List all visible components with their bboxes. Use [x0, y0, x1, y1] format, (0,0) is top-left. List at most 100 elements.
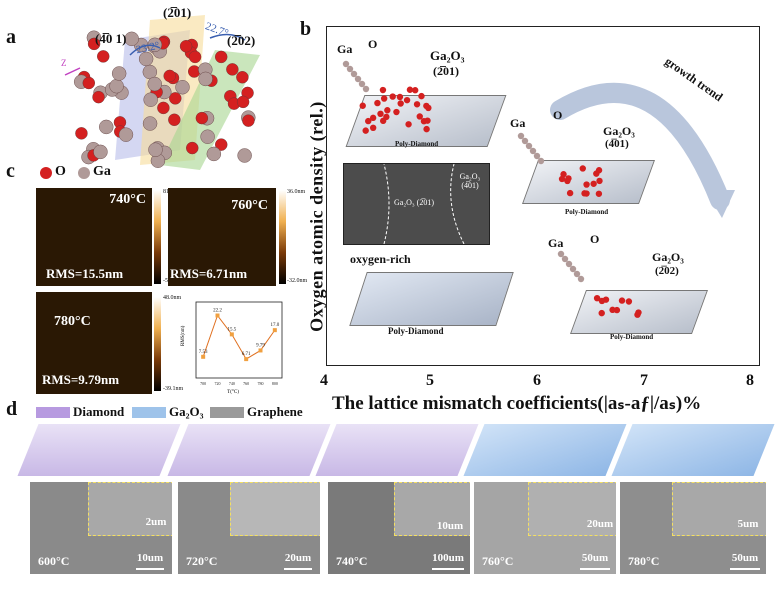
sem-temp: 760°C: [482, 554, 514, 568]
colorbar-min: -39.1nm: [163, 386, 184, 392]
gallium-particle: [573, 270, 581, 278]
oxygen-particle: [389, 93, 396, 100]
afm-temp: 780°C: [54, 314, 91, 329]
atom: [242, 114, 255, 127]
scale-bar: [136, 568, 164, 570]
sem-image-780: 5um 780°C 50um: [620, 482, 766, 574]
atom: [236, 71, 249, 84]
oxygen-atom-icon: [40, 167, 52, 179]
oxygen-particle: [593, 170, 600, 177]
atom: [87, 37, 101, 51]
sem-inset: [672, 482, 766, 536]
inset-scale: 20um: [586, 518, 614, 530]
ga-label: Ga: [510, 116, 526, 130]
gallium-particle: [557, 250, 565, 258]
oxygen-particle: [359, 102, 366, 109]
gallium-particle: [577, 275, 585, 283]
colorbar: [154, 190, 161, 284]
rms-point: [215, 313, 220, 318]
scale-bar: [580, 568, 610, 570]
legend-ga: Ga: [93, 164, 111, 179]
oxygen-particle: [565, 175, 572, 182]
oxygen-particle: [583, 190, 590, 197]
colorbar: [154, 297, 161, 391]
x-tick: 7: [640, 372, 648, 389]
atom: [124, 31, 139, 47]
atom: [179, 40, 193, 53]
oxygen-particle: [598, 297, 606, 305]
gallium-particle: [350, 70, 358, 78]
oxygen-particle: [420, 118, 428, 125]
rms-data-label: 9.79: [256, 343, 265, 348]
legend-diamond: Diamond: [73, 404, 125, 419]
afm-image-780: 780°C RMS=9.79nm: [36, 292, 152, 394]
oxygen-particle: [380, 95, 388, 102]
rms-x-tick: 800: [272, 381, 278, 386]
atom: [175, 80, 190, 95]
plane-label: (4̅01): [605, 138, 629, 150]
oxygen-particle: [365, 117, 372, 125]
afm-image-740: 740°C RMS=15.5nm: [36, 188, 152, 286]
oxygen-particle: [406, 86, 414, 93]
schematic-740: [315, 424, 479, 476]
afm-rms: RMS=9.79nm: [42, 372, 120, 387]
oxygen-particle: [379, 117, 387, 125]
z-axis-line: [64, 67, 81, 76]
oxygen-particle: [583, 181, 590, 188]
legend-swatch-diamond: [36, 407, 70, 418]
sem-image-600: 2um 600°C 10um: [30, 482, 172, 574]
rms-x-tick: 720: [215, 381, 221, 386]
substrate-label: Poly-Diamond: [565, 208, 609, 216]
plane-label-202: (2̅02): [227, 33, 256, 48]
oxygen-particle: [593, 294, 601, 302]
legend-swatch-ga2o3: [132, 407, 166, 418]
x-tick: 5: [426, 372, 434, 389]
oxygen-particle: [598, 309, 605, 317]
afm-temp: 740°C: [109, 192, 146, 207]
atom: [92, 90, 105, 104]
rms-x-tick: 740: [229, 381, 235, 386]
atom: [215, 138, 228, 151]
growth-trend-arrow: [550, 83, 735, 218]
atom: [99, 119, 114, 135]
sem-temp: 740°C: [336, 554, 368, 568]
oxygen-particle: [423, 125, 430, 133]
o-label: O: [590, 232, 600, 246]
atom: [138, 51, 154, 67]
panel-b-frame: [326, 26, 760, 366]
colorbar: [279, 190, 286, 284]
rms-point: [272, 328, 277, 333]
formula-label: Ga₂O₃: [652, 250, 684, 264]
o-label: O: [553, 108, 563, 122]
oxygen-particle: [618, 297, 626, 304]
atom: [237, 148, 252, 163]
sem-temp: 780°C: [628, 554, 660, 568]
sem-inset: [394, 482, 470, 536]
rms-chart-xlabel: T(°C): [227, 390, 239, 395]
scheme-particles: [342, 60, 642, 318]
gallium-particle: [569, 265, 577, 273]
oxygen-particle: [374, 99, 381, 107]
atom: [188, 50, 202, 64]
tem-label-left: Ga₂O₃ (2̅01): [394, 198, 435, 207]
gallium-particle: [358, 80, 366, 88]
panel-label-a: a: [6, 26, 16, 48]
atom: [206, 146, 222, 162]
atom: [168, 113, 181, 127]
oxygen-particle: [425, 104, 432, 112]
substrate-label: Poly-Diamond: [610, 333, 654, 341]
rms-x-tick: 780: [258, 381, 264, 386]
inset-scale: 2um: [145, 516, 167, 528]
oxygen-rich-label: oxygen-rich: [350, 252, 411, 266]
oxygen-particle: [369, 124, 377, 132]
atom: [142, 116, 158, 131]
rms-point: [201, 354, 206, 359]
atom: [147, 76, 162, 92]
panel-label-b: b: [300, 18, 312, 40]
legend-o: O: [55, 164, 66, 179]
plane-label: (2̅02): [655, 265, 679, 277]
atom: [198, 71, 213, 87]
atom: [109, 78, 124, 94]
o-label: O: [368, 37, 378, 51]
sem-inset: [230, 482, 320, 536]
